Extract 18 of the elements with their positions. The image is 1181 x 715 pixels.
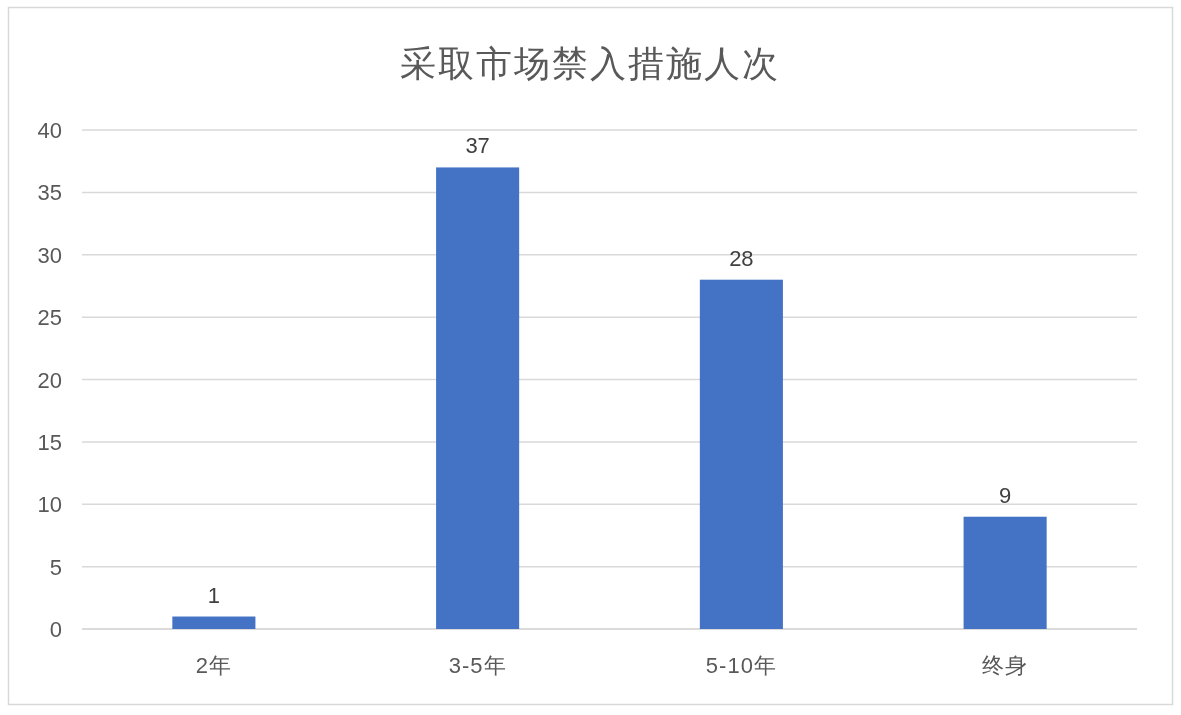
y-tick-label: 25 <box>37 305 62 331</box>
data-label: 1 <box>207 582 220 608</box>
x-tick-label: 5-10年 <box>705 653 777 678</box>
y-tick-label: 20 <box>37 367 62 393</box>
y-tick-label: 15 <box>37 429 62 455</box>
data-label: 28 <box>729 245 754 271</box>
x-tick-label: 终身 <box>982 653 1029 678</box>
y-tick-label: 40 <box>37 118 62 143</box>
y-tick-label: 35 <box>37 180 62 206</box>
data-label: 9 <box>999 482 1012 508</box>
title: 采取市场禁入措施人次 <box>400 44 780 84</box>
x-tick-label: 2年 <box>195 653 232 678</box>
y-tick-label: 10 <box>37 492 62 518</box>
y-tick-label: 5 <box>49 554 62 580</box>
data-label: 37 <box>465 133 490 159</box>
y-tick-label: 0 <box>49 617 62 642</box>
x-tick-label: 3-5年 <box>448 653 507 678</box>
y-tick-label: 30 <box>37 242 62 268</box>
